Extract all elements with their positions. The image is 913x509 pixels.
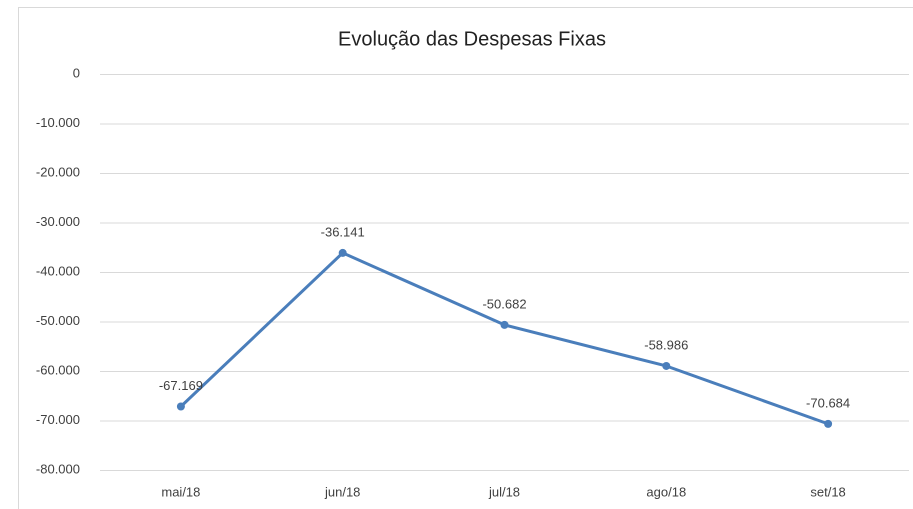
y-tick-label: -10.000	[36, 115, 80, 130]
x-tick-label: ago/18	[646, 484, 686, 499]
data-point	[824, 419, 833, 428]
chart-frame	[18, 7, 913, 509]
data-point	[662, 361, 671, 370]
x-tick-label: set/18	[810, 484, 845, 499]
data-point	[500, 320, 509, 329]
data-point	[176, 402, 185, 411]
data-label: -70.684	[806, 395, 850, 410]
x-tick-label: jun/18	[324, 484, 360, 499]
y-tick-label: -70.000	[36, 412, 80, 427]
x-tick-label: mai/18	[161, 484, 200, 499]
data-point	[338, 248, 347, 257]
data-label: -67.169	[159, 378, 203, 393]
y-tick-label: 0	[73, 65, 80, 80]
y-tick-label: -30.000	[36, 214, 80, 229]
data-label: -50.682	[482, 296, 526, 311]
y-tick-label: -60.000	[36, 362, 80, 377]
y-tick-label: -80.000	[36, 461, 80, 476]
y-tick-label: -20.000	[36, 164, 80, 179]
y-tick-label: -40.000	[36, 263, 80, 278]
y-tick-label: -50.000	[36, 313, 80, 328]
chart-title: Evolução das Despesas Fixas	[338, 28, 606, 50]
data-label: -36.141	[321, 224, 365, 239]
data-label: -58.986	[644, 337, 688, 352]
x-tick-label: jul/18	[488, 484, 520, 499]
